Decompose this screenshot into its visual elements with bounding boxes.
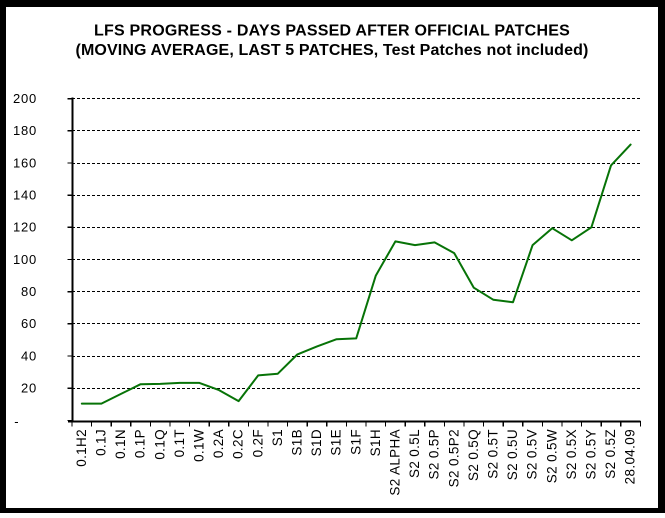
svg-text:(MOVING AVERAGE, LAST 5 PATCHE: (MOVING AVERAGE, LAST 5 PATCHES, Test Pa…	[76, 42, 589, 59]
svg-text:S2 ALPHA: S2 ALPHA	[388, 429, 403, 496]
svg-text:S1: S1	[270, 429, 285, 446]
svg-text:0.1J: 0.1J	[94, 429, 109, 456]
svg-text:0.1H2: 0.1H2	[74, 429, 89, 467]
svg-text:S2 0.5U: S2 0.5U	[505, 429, 520, 480]
svg-text:100: 100	[13, 252, 37, 267]
svg-text:180: 180	[13, 123, 37, 138]
svg-text:S1F: S1F	[348, 429, 363, 455]
svg-text:20: 20	[21, 381, 37, 396]
svg-text:S2 0.5P2: S2 0.5P2	[446, 429, 461, 487]
svg-text:S1E: S1E	[329, 429, 344, 456]
svg-text:0.1P: 0.1P	[133, 429, 148, 458]
svg-text:120: 120	[13, 220, 37, 235]
svg-text:40: 40	[21, 348, 37, 363]
svg-text:0.1W: 0.1W	[192, 429, 207, 462]
svg-text:0.1Q: 0.1Q	[152, 429, 167, 460]
svg-text:S2 0.5X: S2 0.5X	[564, 429, 579, 479]
svg-text:80: 80	[21, 284, 37, 299]
svg-text:S2 0.5L: S2 0.5L	[407, 429, 422, 478]
svg-text:60: 60	[21, 316, 37, 331]
svg-text:S2 0.5Z: S2 0.5Z	[603, 429, 618, 479]
svg-text:S2 0.5V: S2 0.5V	[525, 429, 540, 479]
svg-text:0.2A: 0.2A	[211, 429, 226, 458]
svg-text:LFS PROGRESS - DAYS PASSED AFT: LFS PROGRESS - DAYS PASSED AFTER OFFICIA…	[94, 23, 570, 40]
svg-text:S2 0.5P: S2 0.5P	[427, 429, 442, 479]
svg-text:S2 0.5W: S2 0.5W	[544, 429, 559, 483]
svg-text:140: 140	[13, 187, 37, 202]
svg-text:-: -	[14, 414, 18, 429]
svg-text:0.1T: 0.1T	[172, 429, 187, 457]
svg-text:S1H: S1H	[368, 429, 383, 456]
svg-text:0.1N: 0.1N	[113, 429, 128, 459]
svg-text:160: 160	[13, 155, 37, 170]
svg-text:S1D: S1D	[309, 429, 324, 456]
svg-text:S2 0.5T: S2 0.5T	[486, 429, 501, 479]
svg-text:S2 0.5Q: S2 0.5Q	[466, 429, 481, 481]
svg-text:200: 200	[13, 91, 37, 106]
svg-text:0.2C: 0.2C	[231, 429, 246, 459]
svg-text:S2 0.5Y: S2 0.5Y	[584, 429, 599, 479]
svg-text:0.2F: 0.2F	[250, 429, 265, 457]
svg-text:28.04.09: 28.04.09	[623, 429, 638, 484]
svg-text:S1B: S1B	[290, 429, 305, 456]
